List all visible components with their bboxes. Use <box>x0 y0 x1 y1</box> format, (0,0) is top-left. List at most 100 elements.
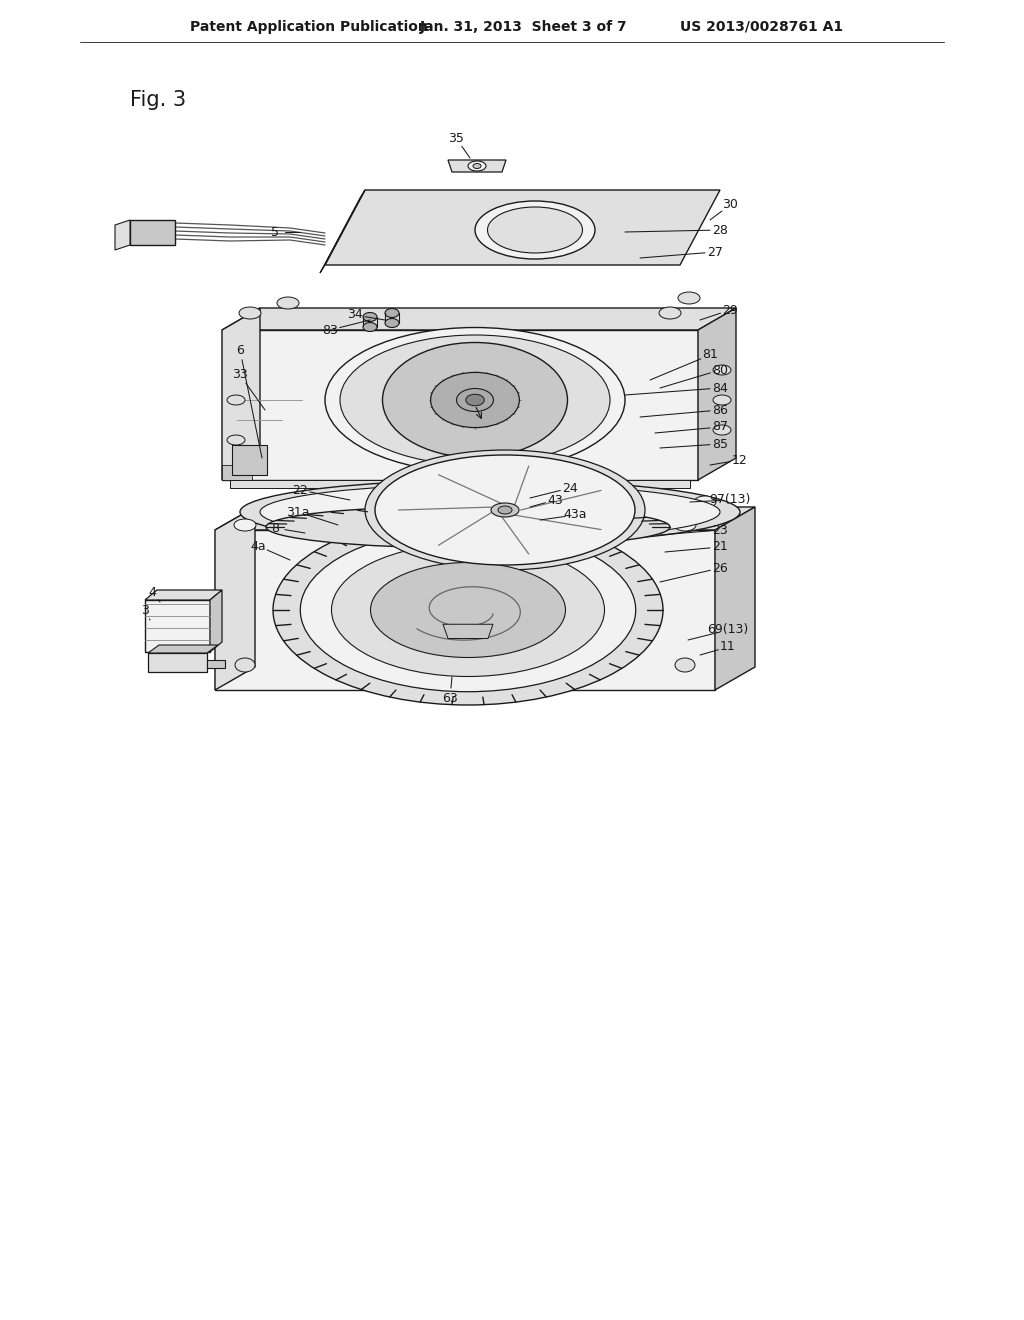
Ellipse shape <box>713 366 731 375</box>
Ellipse shape <box>362 322 377 331</box>
Text: 81: 81 <box>702 348 718 362</box>
Text: 31a: 31a <box>287 506 309 519</box>
Ellipse shape <box>466 395 484 405</box>
Ellipse shape <box>371 562 565 657</box>
Polygon shape <box>215 507 755 531</box>
Text: 6: 6 <box>237 343 244 356</box>
Ellipse shape <box>300 528 636 692</box>
Polygon shape <box>130 220 175 246</box>
Ellipse shape <box>475 201 595 259</box>
Text: 29: 29 <box>722 304 738 317</box>
Ellipse shape <box>227 395 245 405</box>
Text: Patent Application Publication: Patent Application Publication <box>190 20 428 34</box>
Text: 26: 26 <box>712 561 728 574</box>
Ellipse shape <box>489 527 501 533</box>
Polygon shape <box>443 624 493 639</box>
Ellipse shape <box>273 515 663 705</box>
Text: Fig. 3: Fig. 3 <box>130 90 186 110</box>
Ellipse shape <box>234 657 255 672</box>
Text: 86: 86 <box>712 404 728 417</box>
Polygon shape <box>207 660 225 668</box>
Ellipse shape <box>674 519 696 531</box>
Ellipse shape <box>383 342 567 458</box>
Ellipse shape <box>278 297 299 309</box>
Text: 12: 12 <box>732 454 748 466</box>
Ellipse shape <box>498 506 512 513</box>
Ellipse shape <box>468 161 486 172</box>
Ellipse shape <box>473 164 481 169</box>
Polygon shape <box>222 308 260 480</box>
Polygon shape <box>715 507 755 690</box>
Polygon shape <box>319 190 365 273</box>
Ellipse shape <box>694 496 716 508</box>
Polygon shape <box>222 308 736 330</box>
Ellipse shape <box>274 504 296 516</box>
Ellipse shape <box>365 450 645 570</box>
Ellipse shape <box>385 318 399 327</box>
Polygon shape <box>210 590 222 652</box>
Polygon shape <box>449 160 506 172</box>
Ellipse shape <box>375 455 635 565</box>
Text: Jan. 31, 2013  Sheet 3 of 7: Jan. 31, 2013 Sheet 3 of 7 <box>420 20 628 34</box>
Ellipse shape <box>340 335 610 465</box>
Ellipse shape <box>385 309 399 318</box>
Ellipse shape <box>362 313 377 322</box>
Polygon shape <box>148 645 218 653</box>
Text: 4a: 4a <box>250 540 266 553</box>
Text: 80: 80 <box>712 363 728 376</box>
Text: US 2013/0028761 A1: US 2013/0028761 A1 <box>680 20 843 34</box>
Polygon shape <box>222 465 252 480</box>
Text: 83: 83 <box>323 323 338 337</box>
Text: 84: 84 <box>712 381 728 395</box>
Polygon shape <box>145 601 210 652</box>
Text: 24: 24 <box>562 482 578 495</box>
Text: 30: 30 <box>722 198 738 211</box>
Text: 3: 3 <box>141 603 148 616</box>
Text: 4: 4 <box>148 586 156 598</box>
Ellipse shape <box>227 436 245 445</box>
Ellipse shape <box>487 207 583 253</box>
Ellipse shape <box>490 503 519 517</box>
Ellipse shape <box>431 372 519 428</box>
Text: 69(13): 69(13) <box>708 623 749 636</box>
Text: 5: 5 <box>271 226 279 239</box>
Text: 34: 34 <box>347 309 362 322</box>
Polygon shape <box>115 220 130 249</box>
Ellipse shape <box>266 506 670 548</box>
Polygon shape <box>145 590 222 601</box>
Text: 97(13): 97(13) <box>710 494 751 507</box>
Text: 23: 23 <box>712 524 728 536</box>
Text: 63: 63 <box>442 692 458 705</box>
Text: 28: 28 <box>712 223 728 236</box>
Ellipse shape <box>713 425 731 436</box>
Ellipse shape <box>240 480 740 544</box>
Polygon shape <box>232 445 267 475</box>
Ellipse shape <box>659 308 681 319</box>
Ellipse shape <box>457 388 494 412</box>
Polygon shape <box>222 330 698 480</box>
Ellipse shape <box>239 308 261 319</box>
Text: 43: 43 <box>547 494 563 507</box>
Text: 35: 35 <box>449 132 464 144</box>
Polygon shape <box>698 308 736 480</box>
Ellipse shape <box>260 484 720 540</box>
Ellipse shape <box>325 327 625 473</box>
Ellipse shape <box>234 519 256 531</box>
Text: 11: 11 <box>720 640 736 653</box>
Ellipse shape <box>713 395 731 405</box>
Ellipse shape <box>675 657 695 672</box>
Text: 85: 85 <box>712 437 728 450</box>
Polygon shape <box>215 531 715 690</box>
Polygon shape <box>230 480 690 488</box>
Text: 21: 21 <box>712 540 728 553</box>
Ellipse shape <box>678 292 700 304</box>
Polygon shape <box>148 653 207 672</box>
Text: 33: 33 <box>232 368 248 381</box>
Text: 22: 22 <box>292 483 308 496</box>
Text: 27: 27 <box>707 246 723 259</box>
Text: 43a: 43a <box>563 508 587 521</box>
Text: 87: 87 <box>712 421 728 433</box>
Polygon shape <box>215 507 255 690</box>
Ellipse shape <box>332 544 604 676</box>
Text: 8: 8 <box>271 521 279 535</box>
